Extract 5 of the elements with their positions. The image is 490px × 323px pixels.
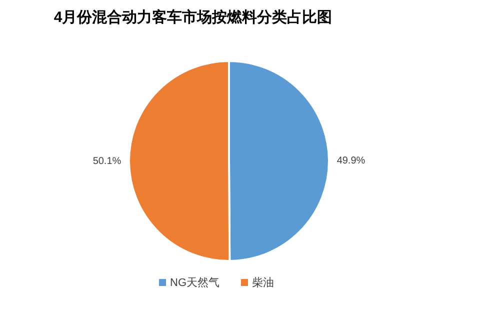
data-label: 50.1%: [92, 156, 122, 168]
legend-label: 柴油: [252, 276, 274, 289]
legend-label: NG天然气: [170, 276, 220, 289]
chart-title: 4月份混合动力客车市场按燃料分类占比图: [54, 8, 332, 26]
data-label: 49.9%: [336, 155, 366, 166]
